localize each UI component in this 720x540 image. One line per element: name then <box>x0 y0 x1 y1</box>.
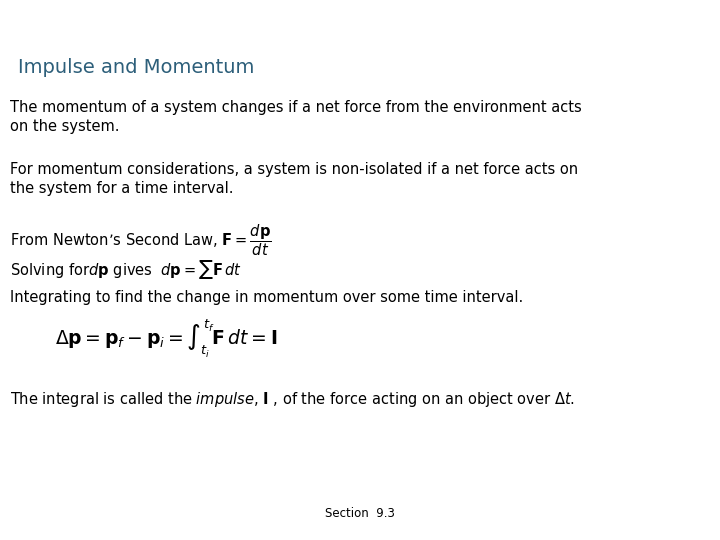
Text: Integrating to find the change in momentum over some time interval.: Integrating to find the change in moment… <box>10 290 523 305</box>
Text: Solving for$d\mathbf{p}$ gives  $d\mathbf{p} = \sum \mathbf{F}\,dt$: Solving for$d\mathbf{p}$ gives $d\mathbf… <box>10 258 242 281</box>
Text: The momentum of a system changes if a net force from the environment acts
on the: The momentum of a system changes if a ne… <box>10 100 582 133</box>
Text: From Newton’s Second Law, $\mathbf{F} = \dfrac{d\mathbf{p}}{dt}$: From Newton’s Second Law, $\mathbf{F} = … <box>10 222 271 258</box>
Text: The integral is called the $\mathit{impulse}$, $\mathbf{I}$ , of the force actin: The integral is called the $\mathit{impu… <box>10 390 575 409</box>
Text: Impulse and Momentum: Impulse and Momentum <box>18 58 254 77</box>
Text: For momentum considerations, a system is non-isolated if a net force acts on
the: For momentum considerations, a system is… <box>10 162 578 195</box>
Text: $\Delta\mathbf{p} = \mathbf{p}_f - \mathbf{p}_i = \int_{t_i}^{t_f} \mathbf{F}\,d: $\Delta\mathbf{p} = \mathbf{p}_f - \math… <box>55 318 277 360</box>
Text: Section  9.3: Section 9.3 <box>325 507 395 520</box>
